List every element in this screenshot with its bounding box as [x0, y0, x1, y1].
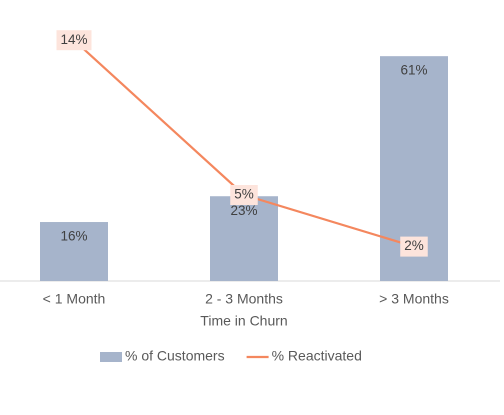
value-label-background [56, 30, 92, 51]
line-value-label: 14% [60, 32, 87, 47]
value-label-background [230, 185, 258, 205]
legend-label: % Reactivated [272, 348, 362, 364]
bar-value-label: 61% [400, 63, 427, 78]
x-axis-title: Time in Churn [200, 313, 287, 329]
x-tick-label: < 1 Month [43, 291, 106, 307]
line-value-label: 5% [234, 187, 254, 202]
line-value-label: 2% [404, 238, 424, 253]
bar [210, 196, 278, 281]
legend-swatch [100, 352, 122, 362]
bar [40, 222, 108, 281]
x-tick-label: > 3 Months [379, 291, 449, 307]
legend-label: % of Customers [125, 348, 225, 364]
x-tick-label: 2 - 3 Months [205, 291, 283, 307]
bar-value-label: 16% [60, 229, 87, 244]
value-label-background [400, 236, 428, 257]
bar-value-label: 23% [230, 203, 257, 218]
